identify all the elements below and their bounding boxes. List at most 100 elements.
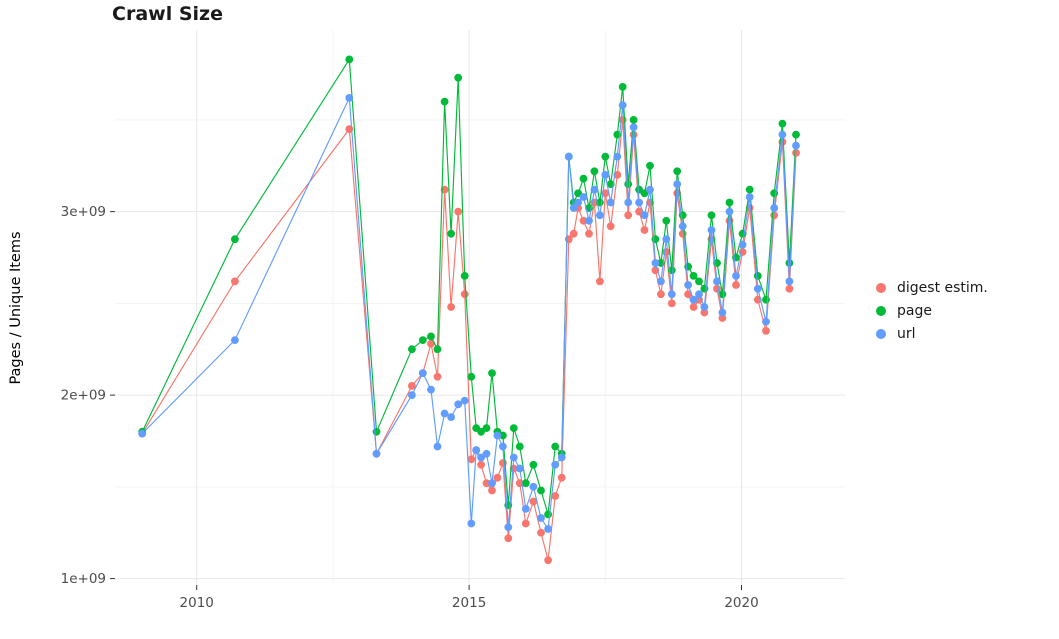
data-point-url bbox=[590, 185, 599, 194]
data-point-url bbox=[745, 193, 754, 201]
data-point-url bbox=[557, 453, 566, 462]
data-point-page bbox=[460, 272, 469, 280]
data-point-url bbox=[551, 460, 560, 469]
data-point-url bbox=[678, 222, 687, 231]
data-point-url bbox=[651, 259, 660, 267]
data-point-digest-estim bbox=[732, 281, 740, 289]
data-point-page bbox=[762, 295, 770, 304]
data-point-url bbox=[564, 152, 573, 161]
data-point-url bbox=[667, 290, 676, 299]
data-point-url bbox=[447, 413, 455, 421]
legend-dot-url bbox=[876, 329, 886, 339]
data-point-page bbox=[738, 229, 747, 238]
data-point-url bbox=[618, 101, 627, 110]
data-point-url bbox=[713, 277, 721, 286]
data-point-digest-estim bbox=[529, 497, 538, 506]
data-point-url bbox=[231, 336, 239, 344]
data-point-page bbox=[504, 501, 513, 510]
data-point-page bbox=[418, 336, 427, 344]
data-point-digest-estim bbox=[700, 308, 709, 317]
data-point-digest-estim bbox=[689, 303, 698, 311]
data-point-digest-estim bbox=[684, 290, 692, 299]
data-point-page bbox=[521, 479, 530, 488]
data-point-page bbox=[515, 442, 524, 451]
data-point-digest-estim bbox=[509, 464, 518, 473]
data-point-digest-estim bbox=[762, 327, 770, 335]
data-point-url bbox=[640, 211, 649, 220]
data-point-digest-estim bbox=[585, 229, 593, 238]
data-point-url bbox=[499, 442, 507, 451]
legend-label-digest-estim: digest estim. bbox=[897, 280, 988, 296]
data-point-url bbox=[689, 295, 698, 304]
data-point-page bbox=[467, 372, 476, 381]
data-point-digest-estim bbox=[557, 473, 566, 482]
data-point-url bbox=[785, 277, 794, 286]
data-point-url bbox=[482, 449, 491, 458]
data-point-url bbox=[662, 235, 671, 244]
legend-dot-page bbox=[876, 306, 886, 316]
data-point-page bbox=[629, 116, 638, 124]
data-point-page bbox=[640, 189, 649, 198]
x-tick-label: 2010 bbox=[180, 595, 214, 611]
data-point-digest-estim bbox=[579, 216, 588, 225]
data-point-page bbox=[673, 167, 682, 176]
legend-item-digest-estim: digest estim. bbox=[876, 281, 988, 295]
y-tick-label: 3e+09 bbox=[61, 204, 106, 220]
data-point-digest-estim bbox=[477, 460, 485, 469]
data-point-page bbox=[778, 119, 787, 128]
data-point-url bbox=[460, 396, 469, 405]
data-point-page bbox=[651, 235, 660, 244]
data-point-url bbox=[695, 290, 703, 299]
data-point-digest-estim bbox=[624, 211, 633, 220]
data-point-url bbox=[537, 514, 545, 522]
data-point-url bbox=[579, 193, 588, 201]
data-point-url bbox=[657, 277, 665, 286]
data-point-url bbox=[778, 130, 787, 139]
data-point-page bbox=[601, 152, 610, 161]
data-point-digest-estim bbox=[606, 222, 615, 231]
data-point-page bbox=[579, 174, 588, 183]
data-point-url bbox=[529, 482, 538, 491]
data-point-digest-estim bbox=[427, 339, 435, 348]
data-point-url bbox=[770, 204, 779, 212]
data-point-url bbox=[738, 240, 747, 249]
data-point-url bbox=[521, 505, 530, 513]
data-point-url bbox=[574, 198, 582, 207]
data-point-page bbox=[590, 167, 599, 176]
data-point-page bbox=[662, 216, 671, 225]
data-point-page bbox=[440, 97, 449, 106]
data-point-url bbox=[440, 409, 449, 418]
data-point-page bbox=[745, 185, 754, 194]
data-point-digest-estim bbox=[544, 556, 552, 565]
data-point-digest-estim bbox=[551, 492, 560, 500]
y-tick-label: 2e+09 bbox=[61, 388, 106, 404]
data-point-page bbox=[770, 189, 779, 198]
data-point-page bbox=[707, 211, 716, 220]
data-point-digest-estim bbox=[569, 229, 578, 238]
data-point-page bbox=[537, 486, 545, 495]
data-point-digest-estim bbox=[640, 226, 649, 234]
data-point-url bbox=[613, 152, 622, 161]
data-point-page bbox=[725, 198, 734, 207]
data-point-page bbox=[231, 235, 239, 244]
data-point-url bbox=[345, 94, 354, 102]
data-point-page bbox=[792, 130, 800, 139]
legend-item-url: url bbox=[876, 327, 988, 341]
series-url bbox=[138, 94, 800, 533]
legend-dot-digest-estim bbox=[876, 283, 886, 293]
data-point-page bbox=[372, 427, 381, 436]
data-point-url bbox=[467, 519, 476, 528]
data-point-url bbox=[725, 207, 734, 216]
data-point-url bbox=[569, 204, 578, 212]
data-point-page bbox=[447, 229, 455, 238]
data-point-page bbox=[482, 424, 491, 432]
data-point-url bbox=[732, 272, 740, 280]
data-point-page bbox=[345, 55, 354, 64]
data-point-url bbox=[596, 211, 604, 220]
data-point-url bbox=[707, 226, 716, 234]
data-point-page bbox=[624, 180, 633, 189]
x-tick-label: 2020 bbox=[724, 595, 758, 611]
data-point-digest-estim bbox=[231, 277, 239, 286]
data-point-url bbox=[792, 141, 800, 150]
data-point-digest-estim bbox=[537, 528, 545, 537]
